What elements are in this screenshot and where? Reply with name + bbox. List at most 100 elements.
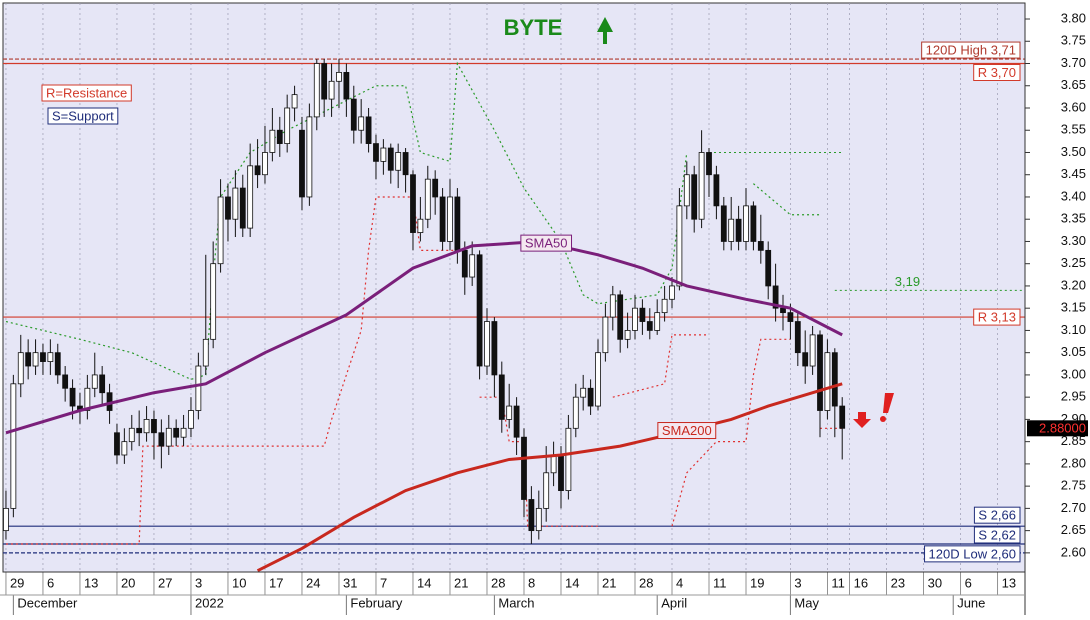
x-tick-label: 20 [121, 575, 135, 590]
candle-body [17, 352, 24, 385]
candle-body [831, 352, 838, 407]
candle-body [306, 116, 313, 198]
candle-body [336, 72, 342, 82]
exclamation-dot [880, 416, 886, 422]
x-tick-label: 6 [965, 575, 972, 590]
candle-body [188, 410, 194, 429]
candle-body [513, 405, 520, 438]
candle-body [10, 383, 17, 509]
exclamation [883, 393, 894, 413]
candle-body [750, 205, 757, 242]
candle-body [698, 152, 705, 220]
y-tick-label: 3.15 [1061, 300, 1086, 315]
candle-body [247, 165, 254, 229]
candle-body [609, 294, 616, 318]
x-tick-label: 28 [639, 575, 653, 590]
candle-body [276, 129, 283, 144]
candle-body [439, 196, 446, 242]
x-tick-label: 21 [454, 575, 468, 590]
candle-body [3, 507, 9, 532]
x-tick-label: 29 [10, 575, 24, 590]
legend-note-box [41, 84, 132, 102]
candle-body [365, 116, 372, 144]
candle-body [91, 374, 98, 389]
x-tick-label: 6 [47, 575, 54, 590]
candle-body [624, 330, 631, 340]
candle-body [817, 334, 823, 411]
candle-body [417, 218, 424, 233]
month-label: March [498, 595, 534, 610]
chart-title: BYTE [504, 15, 563, 40]
candle-body [402, 152, 409, 176]
candle-body [424, 178, 431, 220]
candle-body [225, 196, 231, 220]
sma-line [5, 239, 843, 435]
candle-body [380, 147, 387, 162]
candle-body [254, 165, 261, 176]
x-tick-label: 14 [565, 575, 579, 590]
y-tick-label: 3.50 [1061, 144, 1086, 159]
candle-body [387, 147, 394, 171]
candle-body [713, 174, 720, 207]
x-tick-label: 4 [676, 575, 683, 590]
candle-body [180, 427, 187, 438]
level-label-box [973, 506, 1021, 524]
trail-line [612, 334, 710, 398]
y-tick-label: 3.20 [1061, 277, 1086, 292]
candle-body [498, 374, 505, 420]
candle-body [772, 285, 779, 309]
candle-body [839, 405, 846, 429]
series-name-box [657, 422, 717, 440]
candle-body [765, 249, 772, 287]
candle-body [617, 294, 624, 340]
candle-body [47, 352, 54, 362]
plot-area [2, 2, 1026, 573]
candle-body [683, 174, 690, 207]
candle-body [99, 374, 106, 394]
y-tick-label: 3.40 [1061, 188, 1086, 203]
y-tick-label: 3.00 [1061, 366, 1086, 381]
candle-body [809, 334, 816, 367]
candle-body [291, 94, 298, 109]
series-name: SMA50 [525, 236, 568, 251]
x-tick-label: 30 [928, 575, 942, 590]
trail-line [671, 338, 791, 527]
y-tick-label: 3.60 [1061, 99, 1086, 114]
trail-line [753, 183, 821, 216]
x-tick-label: 19 [750, 575, 764, 590]
candle-body [528, 499, 535, 532]
candle-body [62, 374, 69, 389]
candle-body [757, 241, 764, 251]
candle-body [565, 427, 572, 491]
candle-body [173, 427, 180, 438]
candle-body [595, 352, 601, 407]
level-label-box [924, 545, 1021, 563]
x-tick-label: 10 [232, 575, 246, 590]
candle-body [69, 387, 76, 407]
x-tick-label: 7 [380, 575, 387, 590]
level-label: 120D High 3,71 [926, 42, 1016, 57]
candle-body [158, 432, 165, 447]
candle-body [432, 178, 439, 198]
candle-body [395, 152, 402, 171]
candle-body [269, 129, 276, 153]
level-label: R 3,70 [978, 65, 1016, 80]
y-tick-label: 2.70 [1061, 500, 1086, 515]
level-label-box [973, 64, 1021, 82]
month-label: June [957, 595, 985, 610]
x-tick-label: 28 [491, 575, 505, 590]
candle-body [550, 454, 557, 474]
y-tick-label: 2.80 [1061, 455, 1086, 470]
y-tick-label: 3.45 [1061, 166, 1086, 181]
y-tick-label: 3.75 [1061, 33, 1086, 48]
x-tick-label: 8 [528, 575, 535, 590]
candle-body [343, 72, 350, 100]
candle-body [469, 254, 476, 278]
month-label: May [794, 595, 819, 610]
x-tick-label: 3 [794, 575, 801, 590]
y-tick-label: 3.25 [1061, 255, 1086, 270]
x-tick-label: 21 [602, 575, 616, 590]
candle-body [780, 307, 786, 314]
candle-body [572, 396, 579, 429]
candle-body [484, 321, 490, 367]
